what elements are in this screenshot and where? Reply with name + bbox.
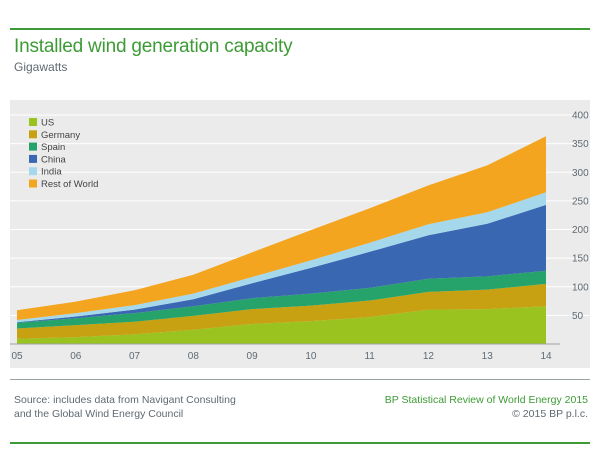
footer-rule xyxy=(10,379,590,380)
series-area-spain xyxy=(17,270,546,329)
publication-name: BP Statistical Review of World Energy 20… xyxy=(384,394,588,406)
x-tick-label: 09 xyxy=(247,351,259,362)
credit: BP Statistical Review of World Energy 20… xyxy=(385,393,588,421)
x-tick-label: 13 xyxy=(482,351,494,362)
x-tick-label: 11 xyxy=(364,351,375,362)
y-tick-label: 350 xyxy=(572,139,589,150)
y-tick-label: 150 xyxy=(572,254,589,265)
legend-label-spain: Spain xyxy=(41,142,65,153)
chart-title: Installed wind generation capacity xyxy=(14,36,293,57)
legend-swatch-rest-of-world xyxy=(29,179,37,188)
legend-label-germany: Germany xyxy=(41,130,80,141)
y-tick-label: 200 xyxy=(572,225,589,236)
source-note: Source: includes data from Navigant Cons… xyxy=(14,393,236,421)
legend-swatch-us xyxy=(29,118,37,126)
y-tick-label: 100 xyxy=(572,282,589,293)
y-tick-label: 400 xyxy=(572,111,589,122)
x-tick-label: 07 xyxy=(129,351,141,362)
legend-swatch-germany xyxy=(29,130,37,139)
legend-swatch-china xyxy=(29,154,37,163)
series-area-germany xyxy=(17,283,546,339)
x-tick-label: 12 xyxy=(423,351,435,362)
chart-subtitle: Gigawatts xyxy=(14,60,68,74)
source-line-2: and the Global Wind Energy Council xyxy=(14,408,184,420)
legend-label-rest-of-world: Rest of World xyxy=(41,179,98,190)
x-tick-label: 06 xyxy=(70,351,82,362)
source-line-1: Source: includes data from Navigant Cons… xyxy=(14,394,236,406)
copyright: © 2015 BP p.l.c. xyxy=(512,408,588,420)
y-tick-label: 250 xyxy=(572,196,589,207)
legend-swatch-india xyxy=(29,167,37,176)
area-layer xyxy=(17,136,546,344)
x-tick-label: 14 xyxy=(540,351,552,362)
legend-swatch-spain xyxy=(29,142,37,151)
bottom-rule xyxy=(10,442,590,444)
legend-label-china: China xyxy=(41,154,67,165)
x-tick-label: 10 xyxy=(305,351,317,362)
series-area-us xyxy=(17,306,546,344)
legend-label-us: US xyxy=(41,118,54,129)
x-tick-label: 08 xyxy=(188,351,200,362)
y-tick-label: 300 xyxy=(572,168,589,179)
y-tick-label: 50 xyxy=(572,311,584,322)
legend-label-india: India xyxy=(41,167,62,178)
x-tick-label: 05 xyxy=(11,351,23,362)
series-area-china xyxy=(17,204,546,323)
top-rule xyxy=(10,28,590,30)
axis-layer: 50 100 150 200 250 300 350 400 05 06 07 08 09 10 11 12 1… xyxy=(10,111,589,362)
